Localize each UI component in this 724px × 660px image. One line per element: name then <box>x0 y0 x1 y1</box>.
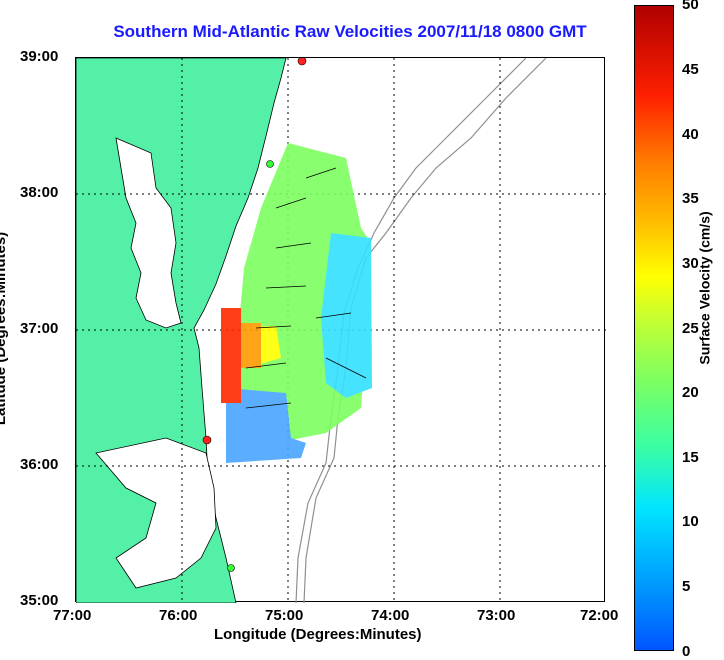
field-red <box>221 308 241 403</box>
station-marker <box>266 160 274 168</box>
colorbar-tick: 15 <box>682 449 699 466</box>
colorbar-tick: 20 <box>682 384 699 401</box>
station-marker <box>227 564 235 572</box>
y-tick-label: 35:00 <box>20 592 59 609</box>
colorbar-tick: 45 <box>682 61 699 78</box>
x-tick-label: 77:00 <box>53 607 92 624</box>
colorbar-tick: 5 <box>682 578 691 595</box>
x-tick-label: 76:00 <box>159 607 198 624</box>
colorbar-tick: 35 <box>682 190 699 207</box>
colorbar-tick: 30 <box>682 255 699 272</box>
colorbar-tick: 10 <box>682 513 699 530</box>
chesapeake-bay <box>115 137 182 329</box>
y-axis-label: Latitude (Degrees:Minutes) <box>0 231 10 426</box>
x-tick-label: 74:00 <box>371 607 410 624</box>
colorbar-label: Surface Velocity (cm/s) <box>696 211 713 365</box>
colorbar <box>634 5 674 651</box>
station-marker <box>297 58 307 66</box>
field-blue <box>226 388 306 463</box>
y-tick-label: 36:00 <box>20 456 59 473</box>
x-axis-label: Longitude (Degrees:Minutes) <box>214 626 422 643</box>
map-svg <box>76 58 606 603</box>
colorbar-tick: 40 <box>682 126 699 143</box>
colorbar-tick: 0 <box>682 643 691 660</box>
field-orange <box>241 323 261 368</box>
x-tick-label: 73:00 <box>477 607 516 624</box>
y-tick-label: 39:00 <box>20 48 59 65</box>
colorbar-tick: 25 <box>682 320 699 337</box>
y-tick-label: 37:00 <box>20 320 59 337</box>
colorbar-tick: 50 <box>682 0 699 13</box>
velocity-vectors <box>245 167 367 409</box>
map-title: Southern Mid-Atlantic Raw Velocities 200… <box>113 22 587 41</box>
sounds <box>95 437 217 589</box>
y-tick-label: 38:00 <box>20 184 59 201</box>
field-cyan <box>321 233 372 398</box>
velocity-field <box>221 143 372 463</box>
x-tick-label: 72:00 <box>580 607 619 624</box>
x-tick-label: 75:00 <box>265 607 304 624</box>
station-marker <box>202 435 212 445</box>
map-plot-area <box>75 57 606 603</box>
